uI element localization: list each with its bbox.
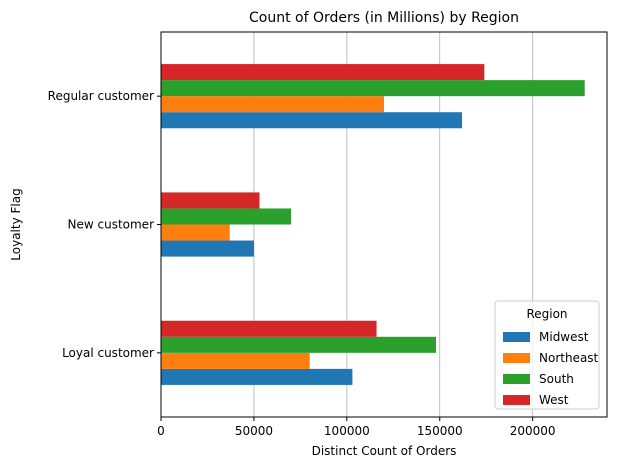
x-axis-ticks: 0 50000 100000 150000 200000: [157, 417, 556, 438]
legend: Region Midwest Northeast South West: [494, 300, 600, 410]
legend-title: Region: [526, 307, 567, 321]
y-tick-label: Regular customer: [48, 89, 154, 103]
bar-west-new-customer: [161, 192, 260, 209]
y-tick-label: New customer: [68, 218, 155, 232]
legend-swatch-west: [503, 395, 530, 405]
bar-northeast-regular-customer: [161, 96, 384, 113]
legend-label-northeast: Northeast: [539, 351, 599, 365]
chart-title: Count of Orders (in Millions) by Region: [249, 10, 519, 26]
bar-south-loyal-customer: [161, 336, 437, 353]
y-tick-label: Loyal customer: [62, 346, 154, 360]
legend-swatch-midwest: [503, 332, 530, 342]
bars: [161, 64, 585, 385]
y-axis-title: Loyalty Flag: [9, 188, 23, 260]
x-tick-label: 200000: [510, 424, 556, 438]
x-tick-label: 100000: [324, 424, 370, 438]
y-axis-ticks: Loyal customer New customer Regular custom…: [48, 89, 161, 360]
x-tick-label: 50000: [235, 424, 273, 438]
bar-midwest-regular-customer: [161, 112, 463, 129]
bar-west-loyal-customer: [161, 320, 377, 337]
legend-items: Midwest Northeast South West: [503, 330, 599, 407]
bar-midwest-new-customer: [161, 240, 254, 257]
x-tick-label: 150000: [417, 424, 463, 438]
bar-south-new-customer: [161, 208, 292, 225]
legend-swatch-south: [503, 374, 530, 384]
bar-northeast-new-customer: [161, 224, 230, 241]
bar-midwest-loyal-customer: [161, 368, 353, 385]
legend-swatch-northeast: [503, 353, 530, 363]
bar-northeast-loyal-customer: [161, 352, 310, 369]
bar-west-regular-customer: [161, 64, 485, 81]
legend-label-south: South: [539, 372, 574, 386]
legend-label-midwest: Midwest: [539, 330, 589, 344]
bar-south-regular-customer: [161, 80, 585, 97]
x-tick-label: 0: [157, 424, 165, 438]
legend-label-west: West: [539, 393, 569, 407]
x-axis-title: Distinct Count of Orders: [312, 444, 457, 458]
